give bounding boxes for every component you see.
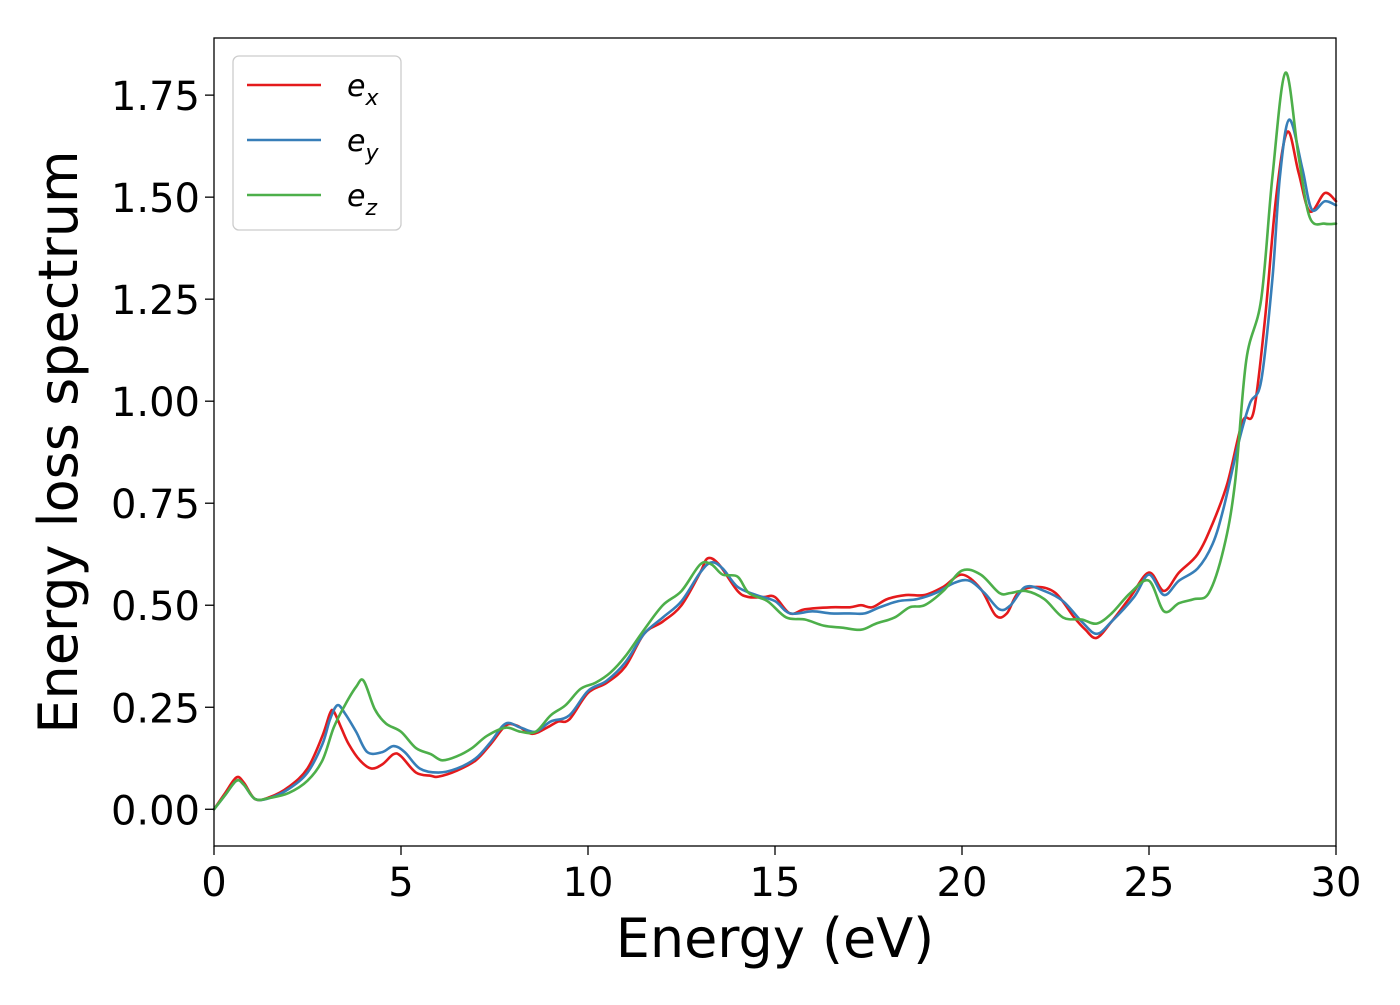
x-axis-label: Energy (eV) [616,907,935,970]
y-tick-label: 0.50 [111,584,200,630]
x-tick-label: 5 [388,860,413,906]
x-tick-label: 10 [563,860,614,906]
series-line-x [212,130,1338,811]
y-tick-label: 1.75 [111,74,200,120]
y-axis-label: Energy loss spectrum [27,150,90,733]
legend-box [232,55,402,231]
y-tick-label: 0.25 [111,686,200,732]
y-tick-label: 0.75 [111,482,200,528]
legend-label-subscript: z [364,196,377,221]
y-tick-label: 0.00 [111,788,200,834]
x-axis-ticks: 0 5 10 15 20 25 30 [201,846,1361,906]
legend-label-subscript: y [364,141,379,166]
y-axis-ticks: 0.00 0.25 0.50 0.75 1.00 1.25 1.50 1.75 [111,74,214,834]
y-tick-label: 1.25 [111,278,200,324]
y-tick-label: 1.00 [111,380,200,426]
series-line-z [212,71,1338,811]
series-layer [212,71,1338,811]
x-tick-label: 20 [937,860,988,906]
x-tick-label: 15 [750,860,801,906]
legend-label-subscript: x [364,86,379,111]
x-tick-label: 30 [1311,860,1362,906]
y-tick-label: 1.50 [111,176,200,222]
x-tick-label: 25 [1124,860,1175,906]
x-tick-label: 0 [201,860,226,906]
series-line-y [212,118,1338,811]
